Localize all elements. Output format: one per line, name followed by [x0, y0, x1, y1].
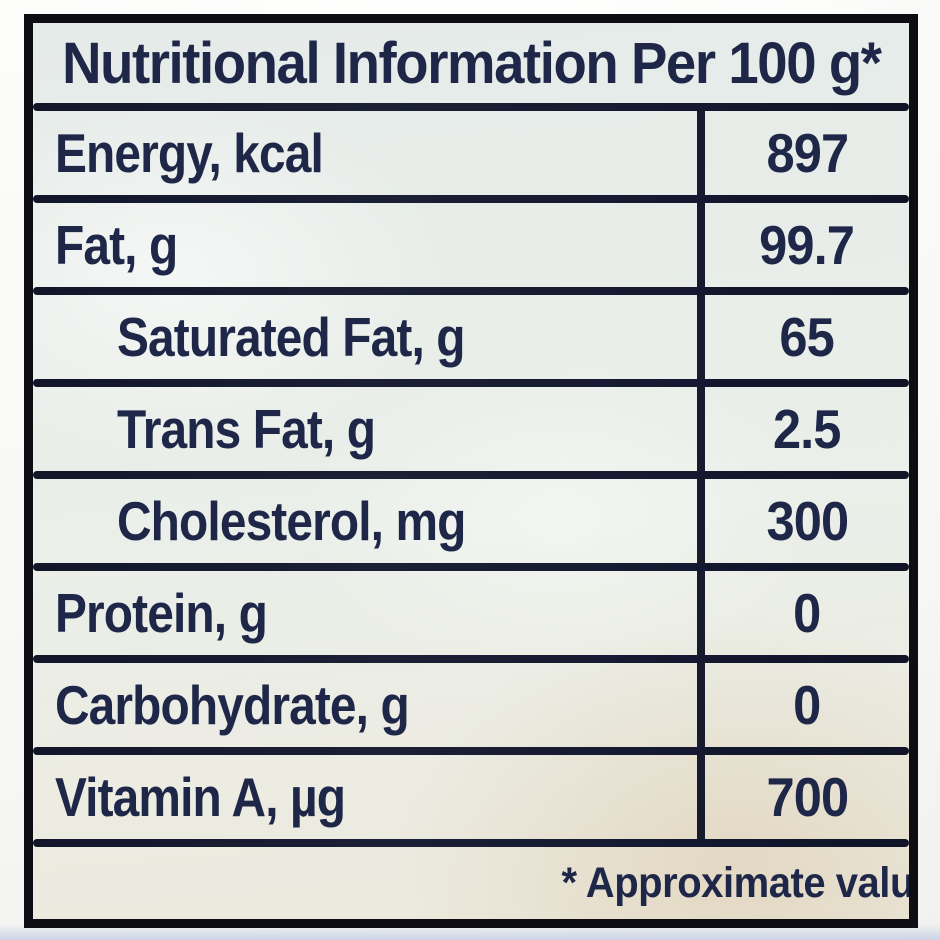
- value-cell: 2.5: [705, 387, 909, 471]
- table-row: Fat, g 99.7: [33, 203, 909, 287]
- nutrient-cell: Energy, kcal: [33, 111, 705, 195]
- nutrient-value: 0: [793, 674, 821, 736]
- nutrient-name: Energy, kcal: [55, 122, 324, 184]
- row-divider: [33, 655, 909, 663]
- row-divider: [33, 471, 909, 479]
- nutrient-name: Protein, g: [55, 582, 268, 644]
- nutrition-table: Nutritional Information Per 100 g* Energ…: [24, 14, 918, 928]
- nutrient-name: Cholesterol, mg: [117, 490, 466, 552]
- row-divider: [33, 379, 909, 387]
- value-cell: 897: [705, 111, 909, 195]
- table-title: Nutritional Information Per 100 g*: [61, 30, 882, 96]
- table-row: Energy, kcal 897: [33, 111, 909, 195]
- nutrient-value: 700: [766, 766, 849, 828]
- nutrient-cell: Protein, g: [33, 571, 705, 655]
- value-cell: 0: [705, 571, 909, 655]
- nutrient-value: 65: [779, 306, 835, 368]
- nutrient-name: Carbohydrate, g: [55, 674, 410, 736]
- nutrient-value: 2.5: [773, 398, 842, 460]
- title-divider: [33, 103, 909, 111]
- nutrient-value: 300: [766, 490, 849, 552]
- footnote-row: * Approximate valu: [33, 847, 909, 919]
- table-row: Vitamin A, µg 700: [33, 755, 909, 839]
- nutrient-cell: Trans Fat, g: [33, 387, 705, 471]
- table-title-row: Nutritional Information Per 100 g*: [33, 23, 909, 103]
- nutrient-cell: Vitamin A, µg: [33, 755, 705, 839]
- row-divider: [33, 839, 909, 847]
- nutrient-name: Saturated Fat, g: [117, 306, 466, 368]
- value-cell: 300: [705, 479, 909, 563]
- nutrient-value: 99.7: [759, 214, 856, 276]
- table-row: Cholesterol, mg 300: [33, 479, 909, 563]
- nutrient-name: Trans Fat, g: [117, 398, 376, 460]
- row-divider: [33, 563, 909, 571]
- nutrient-name: Vitamin A, µg: [55, 766, 346, 828]
- value-cell: 0: [705, 663, 909, 747]
- footnote: * Approximate valu: [561, 858, 914, 907]
- table-row: Trans Fat, g 2.5: [33, 387, 909, 471]
- nutrient-cell: Carbohydrate, g: [33, 663, 705, 747]
- nutrient-value: 897: [766, 122, 849, 184]
- nutrient-cell: Cholesterol, mg: [33, 479, 705, 563]
- nutrient-cell: Saturated Fat, g: [33, 295, 705, 379]
- table-row: Saturated Fat, g 65: [33, 295, 909, 379]
- package-edge: [0, 924, 940, 940]
- table-row: Protein, g 0: [33, 571, 909, 655]
- value-cell: 99.7: [705, 203, 909, 287]
- row-divider: [33, 195, 909, 203]
- table-row: Carbohydrate, g 0: [33, 663, 909, 747]
- row-divider: [33, 747, 909, 755]
- nutrient-name: Fat, g: [55, 214, 178, 276]
- value-cell: 65: [705, 295, 909, 379]
- nutrient-value: 0: [793, 582, 821, 644]
- row-divider: [33, 287, 909, 295]
- nutrient-cell: Fat, g: [33, 203, 705, 287]
- table-body: Energy, kcal 897 Fat, g 99.7 Saturated F…: [33, 111, 909, 847]
- value-cell: 700: [705, 755, 909, 839]
